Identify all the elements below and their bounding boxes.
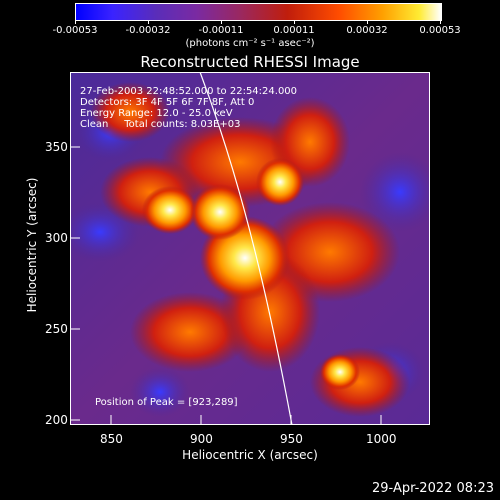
colorbar-tick bbox=[367, 20, 368, 24]
info-counts: Clean Total counts: 8.03E+03 bbox=[80, 119, 241, 130]
colorbar-tick bbox=[75, 20, 76, 24]
colorbar-label: 0.00053 bbox=[419, 25, 461, 36]
y-tick-label: 250 bbox=[45, 322, 68, 336]
x-tick-label: 850 bbox=[100, 432, 123, 446]
y-axis-label: Heliocentric Y (arcsec) bbox=[25, 177, 39, 313]
image-title: Reconstructed RHESSI Image bbox=[140, 53, 360, 71]
x-tick-label: 1000 bbox=[366, 432, 397, 446]
colorbar-label: -0.00011 bbox=[198, 25, 244, 36]
rhessi-image bbox=[70, 72, 430, 425]
colorbar-label: -0.00053 bbox=[52, 25, 98, 36]
info-detectors: Detectors: 3F 4F 5F 6F 7F 8F, Att 0 bbox=[80, 97, 255, 108]
x-tick-label: 900 bbox=[190, 432, 213, 446]
colorbar-tick bbox=[294, 20, 295, 24]
info-energy-range: Energy Range: 12.0 - 25.0 keV bbox=[80, 108, 233, 119]
colorbar-label: 0.00032 bbox=[346, 25, 388, 36]
info-time-range: 27-Feb-2003 22:48:52.000 to 22:54:24.000 bbox=[80, 86, 298, 97]
solar-limb-line bbox=[199, 72, 293, 425]
colorbar-units: (photons cm⁻² s⁻¹ asec⁻²) bbox=[185, 38, 315, 49]
x-axis-label: Heliocentric X (arcsec) bbox=[182, 448, 318, 462]
plot-frame bbox=[70, 72, 430, 425]
colorbar-tick bbox=[148, 20, 149, 24]
emission-map bbox=[70, 82, 430, 417]
y-tick-label: 300 bbox=[45, 231, 68, 245]
x-tick-label: 950 bbox=[280, 432, 303, 446]
colorbar-label: 0.00011 bbox=[273, 25, 315, 36]
y-tick-label: 200 bbox=[45, 413, 68, 427]
colorbar-label: -0.00032 bbox=[125, 25, 171, 36]
colorbar bbox=[75, 3, 442, 21]
info-peak-position: Position of Peak = [923,289] bbox=[95, 397, 238, 408]
colorbar-tick bbox=[221, 20, 222, 24]
footer-date: 29-Apr-2022 08:23 bbox=[372, 481, 494, 496]
colorbar-tick bbox=[440, 20, 441, 24]
y-tick-label: 350 bbox=[45, 140, 68, 154]
